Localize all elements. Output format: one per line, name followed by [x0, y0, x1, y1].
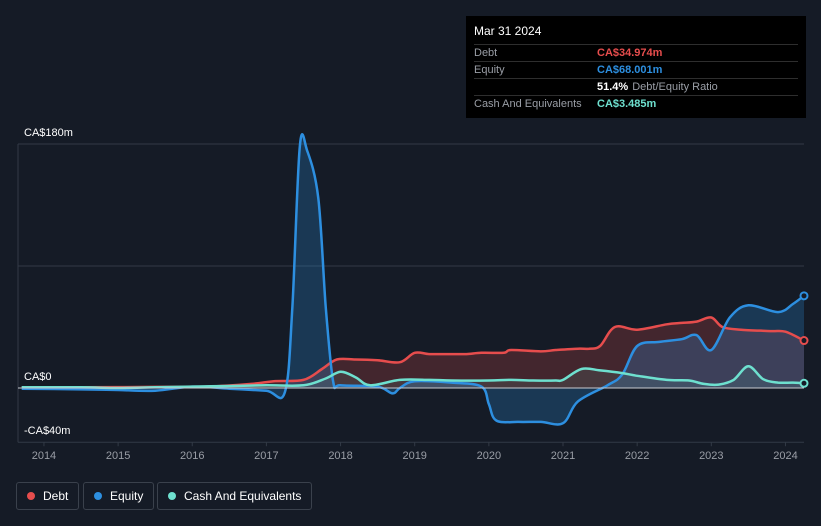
- series-lines: [21, 133, 805, 426]
- y-tick-label: CA$0: [24, 371, 52, 383]
- tooltip-equity-value: CA$68.001m: [597, 64, 663, 76]
- x-tick-label: 2023: [699, 450, 723, 462]
- debt-legend-dot-icon: [27, 492, 35, 500]
- x-tick-label: 2019: [402, 450, 426, 462]
- tooltip-cash-value: CA$3.485m: [597, 98, 657, 110]
- tooltip-row-debt: Debt CA$34.974m: [474, 44, 798, 61]
- x-tick-label: 2024: [773, 450, 797, 462]
- legend-debt-label: Debt: [43, 489, 69, 503]
- debt-end-marker: [799, 336, 809, 346]
- x-tick-label: 2016: [180, 450, 204, 462]
- grid-lines: [17, 143, 804, 443]
- tooltip-cash-label: Cash And Equivalents: [474, 98, 582, 110]
- tooltip-equity-label: Equity: [474, 64, 505, 76]
- legend-item-debt[interactable]: Debt: [16, 482, 80, 510]
- tooltip-row-cash: Cash And Equivalents CA$3.485m: [474, 95, 798, 112]
- x-tick-label: 2022: [625, 450, 649, 462]
- tooltip-row-equity: Equity CA$68.001m: [474, 61, 798, 78]
- x-tick-label: 2021: [551, 450, 575, 462]
- y-axis-ticks: CA$180m CA$0 -CA$40m: [24, 127, 73, 437]
- tooltip-debt-label: Debt: [474, 47, 498, 59]
- tooltip-ratio-value: 51.4%: [597, 81, 629, 93]
- x-tick-label: 2014: [32, 450, 56, 462]
- series-end-markers: [18, 291, 809, 389]
- x-axis-ticks: 2014 2015 2016 2017 2018 2019 2020 2021 2022 2023…: [32, 442, 798, 462]
- tooltip-date: Mar 31 2024: [474, 24, 542, 38]
- tooltip-debt-value: CA$34.974m: [597, 47, 663, 59]
- legend-equity-label: Equity: [110, 489, 144, 503]
- x-tick-label: 2018: [328, 450, 352, 462]
- legend-item-cash[interactable]: Cash And Equivalents: [157, 482, 313, 510]
- equity-legend-dot-icon: [94, 492, 102, 500]
- debt-line: [21, 316, 805, 389]
- data-tooltip: Mar 31 2024 Debt CA$34.974m Equity CA$68…: [466, 16, 806, 118]
- tooltip-ratio-label: Debt/Equity Ratio: [632, 81, 718, 93]
- cash-legend-dot-icon: [168, 492, 176, 500]
- cash-end-marker: [799, 378, 809, 388]
- y-tick-label: CA$180m: [24, 127, 73, 139]
- x-tick-label: 2020: [477, 450, 501, 462]
- tooltip-row-ratio: 51.4% Debt/Equity Ratio: [474, 78, 798, 95]
- cash-line: [21, 365, 805, 390]
- legend-item-equity[interactable]: Equity: [83, 482, 155, 510]
- legend-cash-label: Cash And Equivalents: [184, 489, 302, 503]
- x-tick-label: 2017: [254, 450, 278, 462]
- y-tick-label: -CA$40m: [24, 425, 70, 437]
- x-tick-label: 2015: [106, 450, 130, 462]
- equity-end-marker: [799, 291, 809, 301]
